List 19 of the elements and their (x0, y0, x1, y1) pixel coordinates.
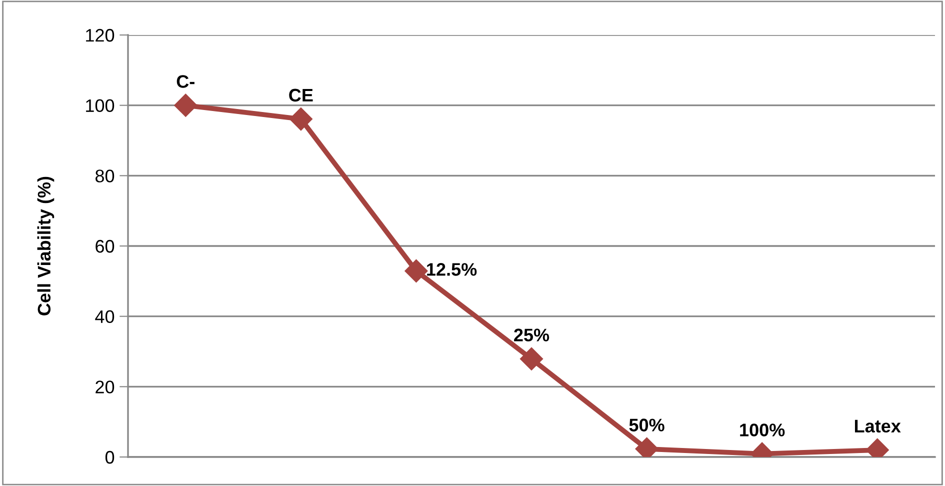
y-tick-label: 60 (96, 240, 114, 253)
x-tick-label: 50% (629, 418, 664, 432)
x-tick-label: 25% (514, 328, 550, 342)
y-tick-label: 80 (96, 170, 114, 182)
point (174, 94, 198, 117)
point (289, 108, 312, 131)
y-tick-label: 0 (105, 450, 114, 464)
x-tick-label: CE (289, 88, 313, 102)
y-tick-label: 100 (86, 99, 114, 112)
point (404, 259, 428, 282)
y-tick-label: 20 (96, 380, 114, 394)
x-tick-label: 100% (740, 424, 785, 436)
x-tick-label: Latex (854, 420, 901, 433)
y-tick-label: 120 (86, 28, 114, 42)
point (520, 347, 543, 370)
y-axis-title: Cell Viability (%) (37, 176, 54, 316)
y-tick-label: 40 (95, 310, 114, 324)
x-tick-label: C- (176, 75, 194, 88)
x-tick-label: 12.5% (427, 263, 477, 276)
